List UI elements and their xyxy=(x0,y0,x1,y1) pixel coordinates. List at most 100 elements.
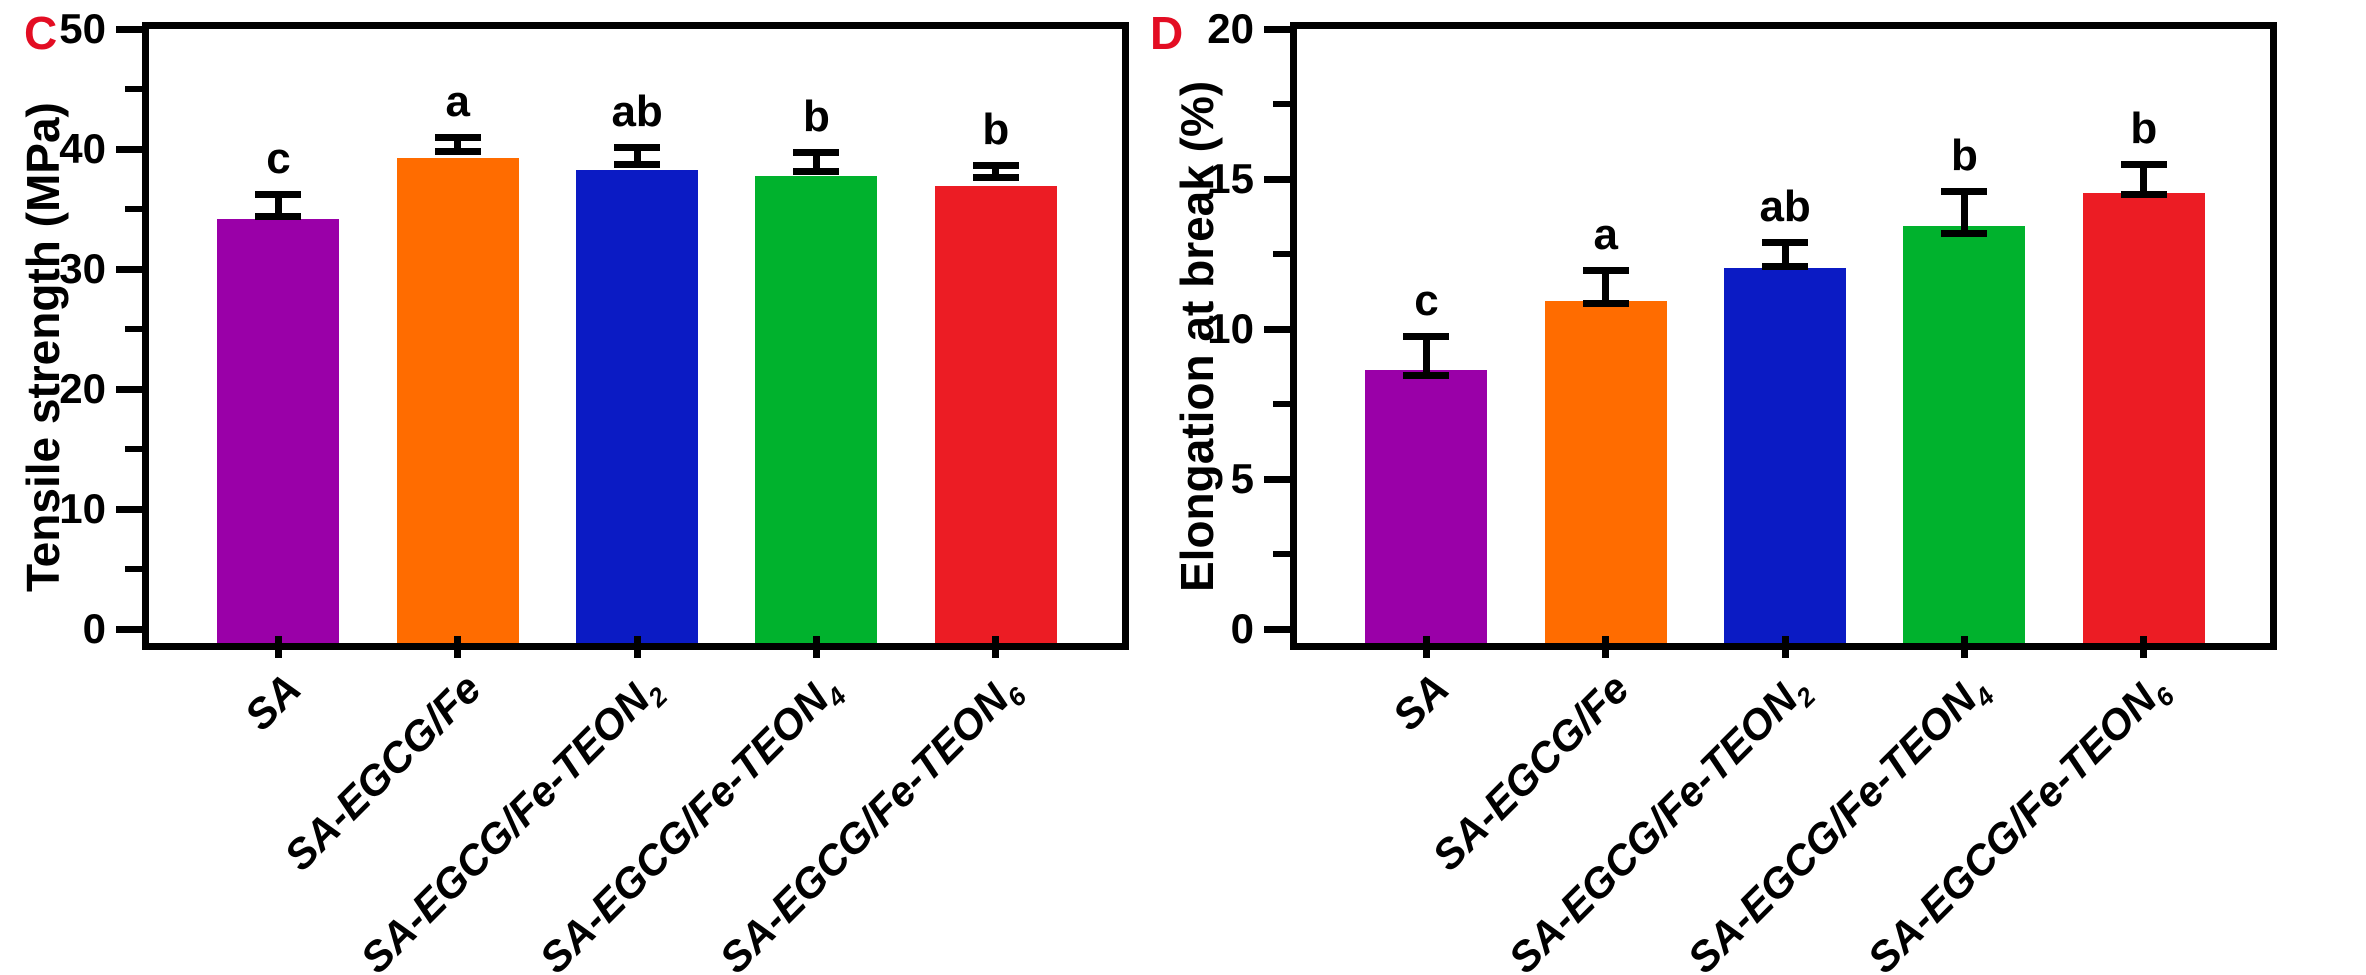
y-tick-label: 15 xyxy=(1207,155,1254,202)
error-bar-cap-top xyxy=(1582,267,1629,274)
x-tick xyxy=(812,636,820,658)
y-tick-major xyxy=(116,25,142,33)
error-bar-line xyxy=(1602,270,1610,304)
y-tick-major xyxy=(116,625,142,633)
significance-letter: a xyxy=(1593,210,1619,259)
error-bar-line xyxy=(1781,242,1789,266)
error-bar-cap-bottom xyxy=(255,212,302,220)
y-tick-minor xyxy=(1273,551,1290,557)
error-bar-cap-bottom xyxy=(1941,229,1988,237)
error-bar-cap-top xyxy=(1941,187,1988,195)
x-tick xyxy=(633,636,641,658)
bar xyxy=(396,158,519,643)
significance-letter: a xyxy=(445,76,471,126)
category-label-subscript: 6 xyxy=(2148,681,2181,713)
y-tick-label: 10 xyxy=(59,485,106,532)
y-tick-label: 40 xyxy=(59,125,106,172)
bar xyxy=(1365,370,1488,643)
bar xyxy=(2082,193,2205,643)
y-tick-minor xyxy=(125,206,142,212)
y-tick-label: 50 xyxy=(59,5,106,52)
x-tick xyxy=(1960,636,1968,658)
bar xyxy=(1724,268,1847,643)
y-tick-major xyxy=(1264,325,1290,333)
category-label: SA xyxy=(235,664,311,740)
y-tick-major xyxy=(1264,175,1290,183)
error-bar-cap-bottom xyxy=(1403,372,1450,379)
error-bar-line xyxy=(992,165,1000,178)
y-tick-label: 10 xyxy=(1207,305,1254,352)
bar xyxy=(1544,301,1667,643)
y-tick-major xyxy=(1264,625,1290,633)
error-bar-cap-top xyxy=(2120,160,2167,168)
x-tick xyxy=(274,636,282,658)
y-tick-label: 0 xyxy=(1230,605,1254,652)
error-bar-line xyxy=(1422,336,1430,376)
category-label-subscript: 2 xyxy=(1790,681,1822,713)
y-tick-minor xyxy=(125,446,142,452)
y-tick-label: 5 xyxy=(1230,455,1254,502)
panel-label-c: C xyxy=(24,7,58,59)
category-label-subscript: 4 xyxy=(1969,681,2001,713)
category-label-subscript: 2 xyxy=(642,681,674,713)
error-bar-cap-top xyxy=(614,144,661,152)
y-tick-major xyxy=(116,385,142,393)
y-tick-label: 30 xyxy=(59,245,106,292)
error-bar-line xyxy=(633,147,641,165)
significance-letter: ab xyxy=(1759,181,1811,231)
error-bar-cap-top xyxy=(972,162,1019,170)
y-tick-minor xyxy=(125,326,142,332)
category-label-subscript: 6 xyxy=(1000,681,1033,713)
error-bar-cap-bottom xyxy=(2120,190,2167,198)
x-tick xyxy=(1602,636,1610,658)
error-bar-cap-top xyxy=(793,149,840,157)
error-bar-cap-top xyxy=(1403,333,1450,340)
error-bar-cap-bottom xyxy=(1762,262,1809,270)
y-tick-major xyxy=(1264,25,1290,33)
plot-area-elongation-at-break: 0 5 10 15 20 c SA a SA-EGCG/Fe ab SA-EGCG/Fe-TEON2… xyxy=(1207,5,2277,975)
significance-letter: b xyxy=(803,92,830,142)
significance-letter: b xyxy=(982,105,1010,155)
x-tick xyxy=(1422,636,1430,658)
y-tick-minor xyxy=(125,566,142,572)
x-tick xyxy=(2140,636,2148,658)
error-bar-line xyxy=(2140,164,2148,194)
x-tick xyxy=(992,636,1000,658)
error-bar-line xyxy=(454,137,462,152)
y-tick-major xyxy=(116,265,142,273)
category-label-subscript: 4 xyxy=(821,681,853,713)
significance-letter: c xyxy=(1414,276,1439,325)
error-bar-cap-top xyxy=(255,191,302,199)
error-bar-cap-top xyxy=(434,133,481,141)
error-bar-cap-bottom xyxy=(614,161,661,169)
x-tick xyxy=(454,636,462,658)
x-tick xyxy=(1781,636,1789,658)
bar xyxy=(576,170,699,643)
significance-letter: b xyxy=(1951,130,1978,180)
y-tick-minor xyxy=(1273,101,1290,107)
y-tick-minor xyxy=(1273,251,1290,257)
y-tick-minor xyxy=(1273,401,1290,407)
bar xyxy=(934,185,1057,643)
significance-letter: b xyxy=(2130,103,2158,153)
y-tick-minor xyxy=(125,86,142,92)
significance-letter: ab xyxy=(611,87,663,137)
error-bar-line xyxy=(274,194,282,217)
significance-letter: c xyxy=(266,134,291,184)
error-bar-line xyxy=(1960,191,1968,233)
y-tick-label: 20 xyxy=(59,365,106,412)
y-tick-major xyxy=(116,505,142,513)
y-tick-major xyxy=(1264,475,1290,483)
error-bar-cap-bottom xyxy=(972,174,1019,182)
y-tick-major xyxy=(116,145,142,153)
error-bar-cap-bottom xyxy=(1582,300,1629,307)
panel-label-d: D xyxy=(1150,7,1184,59)
bar xyxy=(217,219,340,643)
bar xyxy=(755,176,878,643)
error-bar-cap-bottom xyxy=(434,147,481,155)
plot-area-tensile-strength: 0 10 20 30 40 50 c SA a SA-EGCG/Fe ab SA-EGCG/Fe-TE… xyxy=(59,5,1129,975)
y-tick-label: 20 xyxy=(1207,5,1254,52)
error-bar-cap-bottom xyxy=(793,168,840,176)
bar xyxy=(1903,226,2026,643)
